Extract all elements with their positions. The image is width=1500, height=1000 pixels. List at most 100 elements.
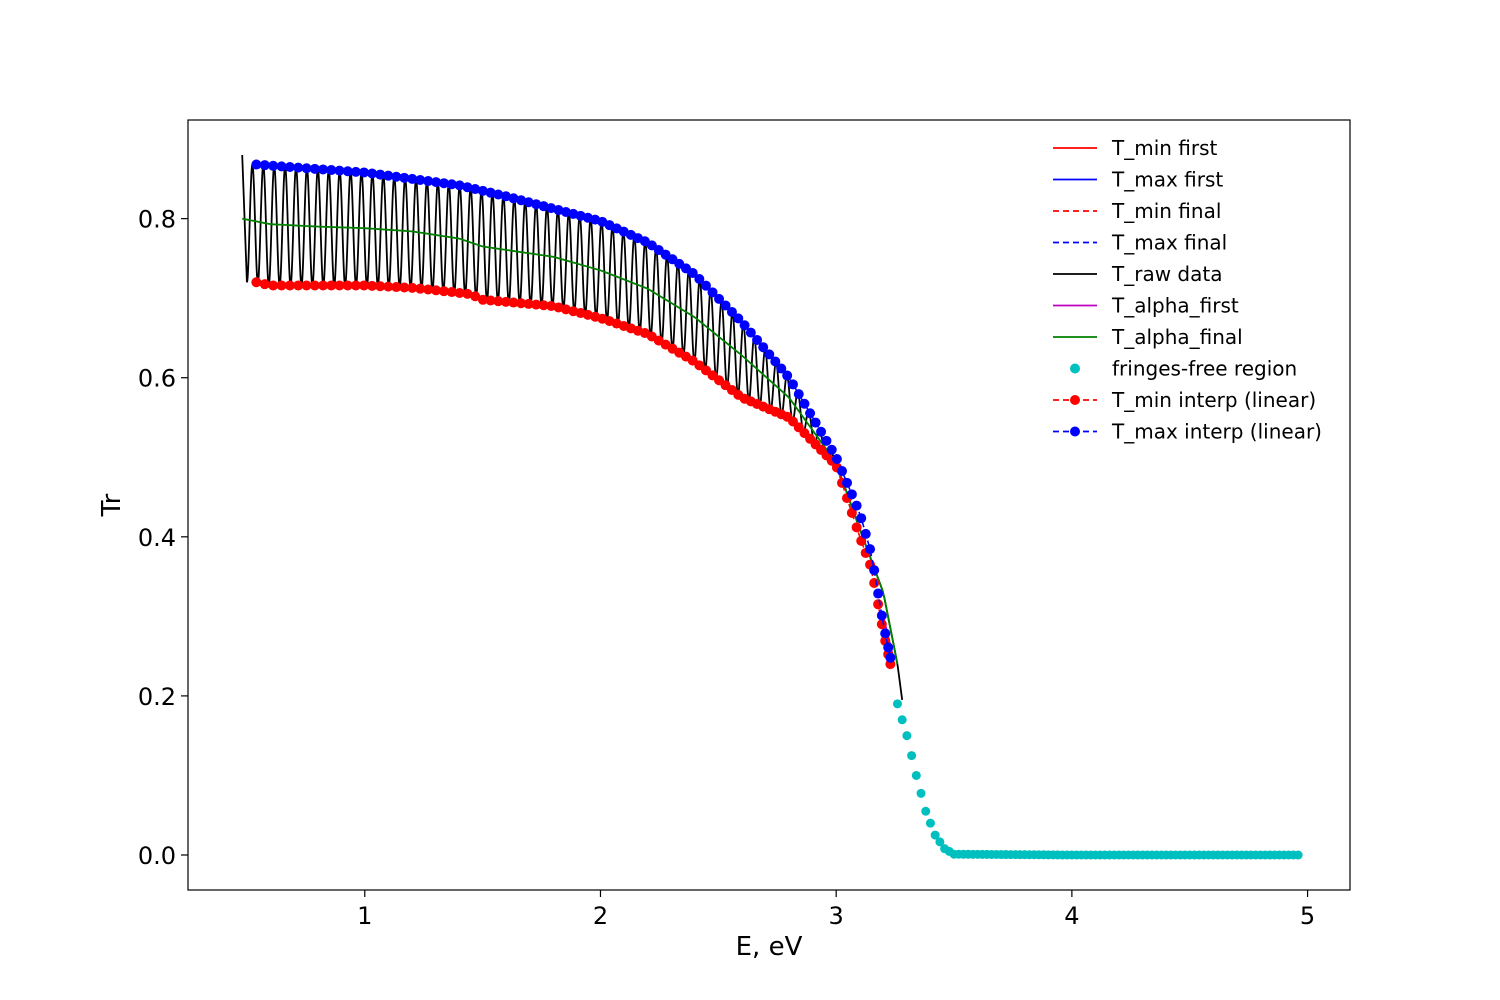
- y-tick-label: 0.6: [138, 365, 176, 393]
- tmax-interp-point: [334, 165, 345, 176]
- tmin-interp-point: [383, 281, 394, 292]
- tmax-interp-point: [788, 379, 798, 390]
- tmax-interp-point: [810, 417, 821, 428]
- tmax-interp-point: [752, 334, 763, 345]
- series-line-raw-data: [241, 154, 904, 701]
- tmin-interp-point: [423, 284, 434, 295]
- legend-label: T_max interp (linear): [1111, 420, 1322, 444]
- tmin-interp-point: [477, 294, 488, 305]
- legend-entry: T_alpha_final: [1053, 325, 1243, 349]
- tmax-interp-point: [259, 160, 270, 171]
- tmin-interp-point: [873, 599, 884, 610]
- tmax-interp-point: [326, 165, 337, 176]
- tmin-interp-point: [538, 300, 549, 311]
- tmin-interp-point: [268, 280, 279, 291]
- tmax-interp-point: [493, 189, 504, 200]
- tmax-interp-point: [342, 166, 353, 177]
- tmax-interp-point: [301, 163, 312, 174]
- tmin-interp-point: [846, 507, 857, 518]
- tmin-interp-point: [367, 280, 378, 291]
- fringes-free-point: [907, 751, 917, 761]
- tmax-interp-point: [876, 610, 887, 621]
- tmin-interp-point: [500, 296, 511, 307]
- tmax-interp-point: [268, 160, 279, 171]
- tmax-interp-point: [462, 182, 473, 193]
- tmin-interp-point: [284, 280, 295, 291]
- tmin-interp-line: [256, 281, 892, 665]
- tmax-interp-point: [423, 176, 434, 187]
- fringes-free-point: [930, 830, 940, 840]
- tmax-interp-point: [251, 159, 262, 170]
- tmax-interp-point: [826, 444, 837, 455]
- tmax-interp-point: [508, 193, 519, 204]
- legend-label: T_raw data: [1111, 262, 1222, 286]
- tmax-interp-point: [851, 500, 862, 511]
- tmin-interp-point: [326, 280, 337, 291]
- tmin-interp-point: [391, 282, 402, 293]
- tmin-interp-point: [251, 277, 262, 288]
- tmax-interp-point: [350, 166, 361, 177]
- x-tick-label: 1: [357, 902, 372, 930]
- plot-area: [187, 119, 1351, 891]
- tmin-interp-point: [334, 280, 345, 291]
- tmin-interp-point: [399, 282, 410, 293]
- tmax-interp-point: [739, 320, 750, 331]
- tmax-interp-point: [880, 628, 891, 639]
- tmin-interp-point: [359, 280, 369, 291]
- y-tick-label: 0.4: [138, 524, 176, 552]
- tmax-interp-point: [531, 199, 542, 210]
- tmax-interp-point: [733, 313, 744, 324]
- tmin-interp-point: [318, 280, 329, 291]
- x-tick-label: 5: [1300, 902, 1315, 930]
- tmax-interp-point: [415, 174, 426, 185]
- tmax-interp-point: [873, 588, 884, 599]
- tmax-interp-point: [477, 185, 488, 196]
- fringes-free-point: [935, 837, 945, 847]
- tmax-interp-point: [831, 454, 842, 465]
- tmax-interp-point: [367, 168, 378, 179]
- tmax-interp-point: [714, 293, 725, 304]
- fringes-free-point: [925, 818, 935, 828]
- tmin-interp-point: [851, 522, 862, 533]
- tmin-interp-point: [309, 280, 320, 291]
- tmax-interp-point: [793, 389, 804, 400]
- tmax-interp-point: [841, 477, 852, 488]
- tmax-interp-point: [869, 565, 880, 576]
- series-layer: [241, 154, 1303, 860]
- legend-entry: T_max first: [1053, 168, 1223, 192]
- fringes-free-point: [921, 806, 931, 816]
- tmax-interp-point: [523, 197, 534, 208]
- x-tick-label: 4: [1064, 902, 1079, 930]
- x-tick-label: 3: [829, 902, 844, 930]
- tmax-interp-point: [318, 164, 329, 175]
- tmin-interp-point: [293, 280, 304, 291]
- legend-label: fringes-free region: [1112, 357, 1297, 381]
- tmax-interp-point: [782, 370, 793, 381]
- tmax-interp-point: [856, 513, 867, 524]
- legend-entry: T_min interp (linear): [1053, 388, 1316, 412]
- tmin-interp-point: [508, 297, 519, 308]
- tmax-interp-point: [764, 349, 775, 360]
- tmax-interp-point: [700, 280, 711, 291]
- legend-swatch-marker: [1070, 363, 1080, 374]
- legend-entry: T_raw data: [1053, 262, 1222, 286]
- tmax-interp-point: [726, 306, 737, 317]
- tmin-interp-point: [350, 280, 361, 291]
- tmax-interp-point: [821, 435, 832, 446]
- tmin-interp-point: [516, 298, 527, 309]
- fringes-free-point: [916, 788, 926, 798]
- tmax-interp-point: [431, 177, 442, 188]
- tmax-interp-point: [485, 187, 496, 198]
- tmax-interp-point: [470, 184, 481, 195]
- tmin-interp-point: [276, 280, 287, 291]
- legend-entry: T_min final: [1053, 199, 1221, 223]
- tmax-interp-point: [745, 327, 756, 338]
- tmin-interp-point: [470, 291, 481, 302]
- tmax-interp-point: [883, 642, 894, 653]
- tmax-interp-point: [865, 544, 876, 555]
- y-tick-label: 0.2: [138, 683, 176, 711]
- tmin-interp-point: [546, 300, 557, 311]
- legend-label: T_max final: [1111, 231, 1227, 255]
- tmax-interp-point: [687, 267, 698, 278]
- tmin-interp-point: [454, 287, 465, 298]
